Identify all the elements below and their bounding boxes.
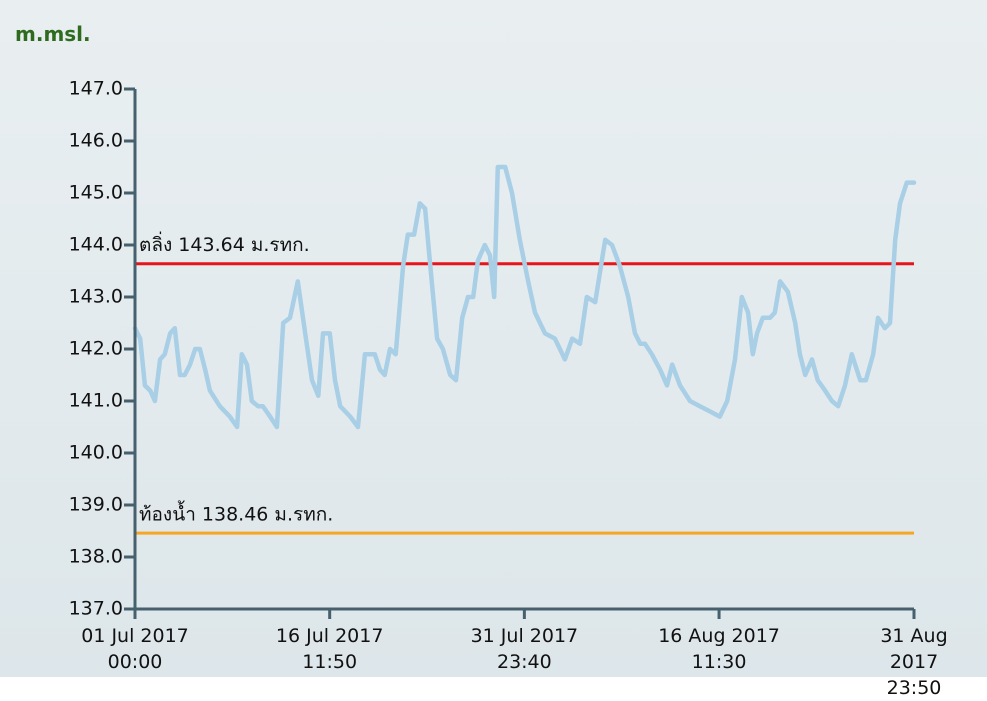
y-tick-label: 146.0 [69,130,123,152]
y-tick-label: 141.0 [69,390,123,412]
y-tick-label: 139.0 [69,494,123,516]
x-tick-label: 01 Jul 2017 00:00 [81,625,189,673]
y-tick-label: 137.0 [69,598,123,620]
y-tick-label: 138.0 [69,546,123,568]
y-tick-label: 147.0 [69,78,123,100]
y-axis-label: m.msl. [15,22,91,46]
y-tick-label: 145.0 [69,182,123,204]
reference-label: ตลิ่ง 143.64 ม.รทก. [139,231,310,256]
plot: ตลิ่ง 143.64 ม.รทก. ท้องน้ำ 138.46 ม.รทก.… [69,78,917,620]
x-tick-label: 16 Jul 2017 11:50 [275,625,384,673]
y-tick-label: 140.0 [69,442,123,464]
x-tick-label: 31 Aug 2017 23:50 [880,625,948,699]
y-tick-label: 143.0 [69,286,123,308]
reference-label: ท้องน้ำ 138.46 ม.รทก. [139,501,333,526]
data-line [132,164,917,430]
x-tick-label: 16 Aug 2017 11:30 [658,625,780,673]
y-tick-label: 144.0 [69,234,123,256]
x-tick-label: 31 Jul 2017 23:40 [470,625,579,673]
y-tick-label: 142.0 [69,338,123,360]
